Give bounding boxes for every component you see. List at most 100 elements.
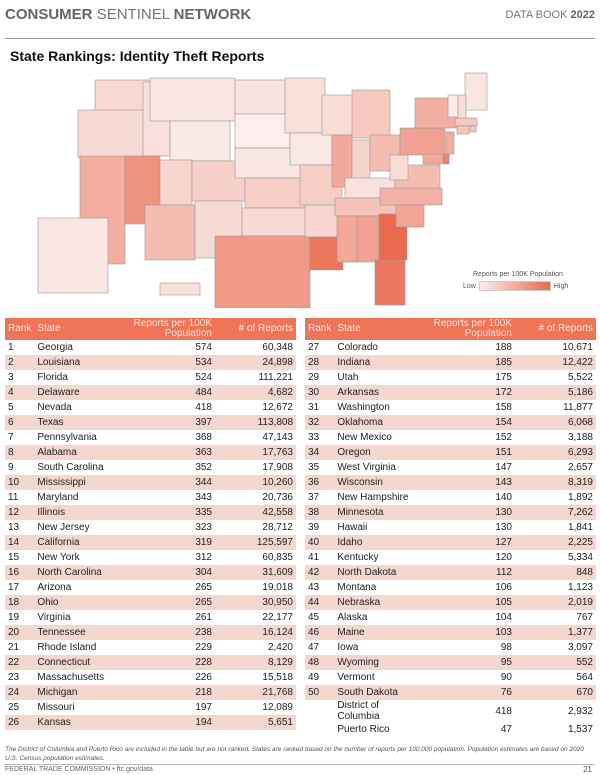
cell-reports: 17,763	[215, 445, 296, 460]
cell-reports: 5,334	[567, 552, 593, 563]
table-row: 48 Wyoming 95 552	[305, 655, 596, 670]
cell-per100k: 151	[414, 445, 515, 460]
cell-reports: 11,877	[563, 402, 593, 413]
cell-state: Oklahoma	[334, 415, 414, 430]
table-row: District of Columbia 418 2,932	[305, 700, 596, 722]
cell-reports: 19,018	[262, 582, 293, 593]
page-number: 21	[583, 765, 592, 774]
table-row: 45 Alaska 104 767	[305, 610, 596, 625]
cell-rank: 38	[305, 505, 335, 520]
cell-rank: 45	[308, 612, 320, 623]
cell-reports: 6,293	[515, 445, 596, 460]
cell-reports: 2,019	[515, 595, 596, 610]
cell-rank: 39	[308, 522, 320, 533]
table-row: 30 Arkansas 172 5,186	[305, 385, 596, 400]
cell-state: Kansas	[34, 715, 114, 730]
cell-rank: 10	[5, 475, 35, 490]
state-alabama	[356, 215, 380, 263]
cell-state: Ohio	[34, 595, 114, 610]
us-choropleth-map	[37, 72, 488, 308]
table-row: 24 Michigan 218 21,768	[5, 685, 296, 700]
state-wyoming	[169, 120, 231, 162]
cell-rank: 13	[8, 522, 20, 533]
state-maryland	[422, 153, 444, 165]
cell-reports: 1,537	[567, 724, 593, 735]
cell-reports: 111,221	[258, 372, 293, 383]
cell-per100k: 418	[495, 705, 512, 717]
table-row: 27 Colorado 188 10,671	[305, 340, 596, 355]
table-row: 25 Missouri 197 12,089	[5, 700, 296, 715]
state-new-hampshire	[457, 94, 467, 120]
cell-state: West Virginia	[337, 462, 396, 473]
brand-text: CONSUMER	[5, 6, 93, 23]
state-indiana	[351, 139, 371, 181]
cell-rank: 35	[308, 462, 320, 473]
cell-rank: 21	[8, 642, 20, 653]
cell-state: Kentucky	[337, 552, 379, 563]
state-massachusetts	[454, 117, 478, 127]
table-row: 1 Georgia 574 60,348	[5, 340, 296, 355]
cell-reports: 767	[576, 612, 593, 623]
cell-reports: 30,950	[215, 595, 296, 610]
table-row: 35 West Virginia 147 2,657	[305, 460, 596, 475]
state-new-jersey	[445, 131, 455, 155]
cell-per100k: 229	[195, 642, 212, 653]
cell-state: Missouri	[37, 702, 75, 713]
cell-rank: 7	[8, 432, 14, 443]
col-state: State	[334, 318, 414, 340]
cell-per100k: 175	[495, 372, 512, 383]
map-legend: Reports per 100K Population Low High	[463, 271, 568, 291]
cell-reports: 2,225	[515, 535, 596, 550]
col-reports: # of Reports	[215, 318, 296, 340]
cell-rank: 48	[305, 655, 335, 670]
table-row: 33 New Mexico 152 3,188	[305, 430, 596, 445]
col-reports: # of Reports	[515, 318, 596, 340]
cell-per100k: 90	[500, 672, 512, 683]
cell-rank: 25	[8, 702, 20, 713]
cell-state: New Mexico	[337, 432, 392, 443]
cell-rank: 30	[305, 385, 335, 400]
cell-rank: 49	[308, 672, 320, 683]
col-per100k: Reports per 100K Population	[114, 318, 215, 340]
cell-per100k: 172	[414, 385, 515, 400]
cell-state: California	[34, 535, 114, 550]
page-title: State Rankings: Identity Theft Reports	[10, 48, 265, 64]
cell-rank: 28	[305, 355, 335, 370]
state-north-dakota	[234, 79, 286, 115]
table-row: 46 Maine 103 1,377	[305, 625, 596, 640]
cell-rank: 20	[5, 625, 35, 640]
cell-per100k: 158	[495, 402, 512, 413]
cell-per100k: 265	[114, 595, 215, 610]
cell-rank: 33	[308, 432, 320, 443]
col-rank: Rank	[5, 318, 35, 340]
cell-state: Mississippi	[34, 475, 114, 490]
cell-reports: 5,651	[215, 715, 296, 730]
cell-per100k: 152	[495, 432, 512, 443]
cell-rank: 14	[5, 535, 35, 550]
cell-reports: 47,143	[262, 432, 293, 443]
table-row: 36 Wisconsin 143 8,319	[305, 475, 596, 490]
cell-per100k: 484	[114, 385, 215, 400]
table-row: 5 Nevada 418 12,672	[5, 400, 296, 415]
table-row: 31 Washington 158 11,877	[305, 400, 596, 415]
cell-rank: 1	[8, 342, 14, 353]
state-rhode-island	[469, 125, 477, 133]
cell-per100k: 363	[114, 445, 215, 460]
cell-per100k: 194	[114, 715, 215, 730]
cell-reports: 1,123	[567, 582, 593, 593]
cell-rank: 22	[5, 655, 35, 670]
state-alaska	[37, 217, 109, 294]
table-row: 7 Pennsylvania 368 47,143	[5, 430, 296, 445]
cell-state: Oregon	[334, 445, 414, 460]
table-row: 38 Minnesota 130 7,262	[305, 505, 596, 520]
cell-rank: 36	[305, 475, 335, 490]
cell-state: Georgia	[37, 342, 73, 353]
cell-state: Tennessee	[34, 625, 114, 640]
cell-per100k: 344	[114, 475, 215, 490]
cell-per100k: 218	[114, 685, 215, 700]
col-rank: Rank	[305, 318, 335, 340]
cell-state: Idaho	[334, 535, 414, 550]
cell-reports: 16,124	[215, 625, 296, 640]
cell-per100k: 130	[414, 505, 515, 520]
cell-rank: 3	[8, 372, 14, 383]
